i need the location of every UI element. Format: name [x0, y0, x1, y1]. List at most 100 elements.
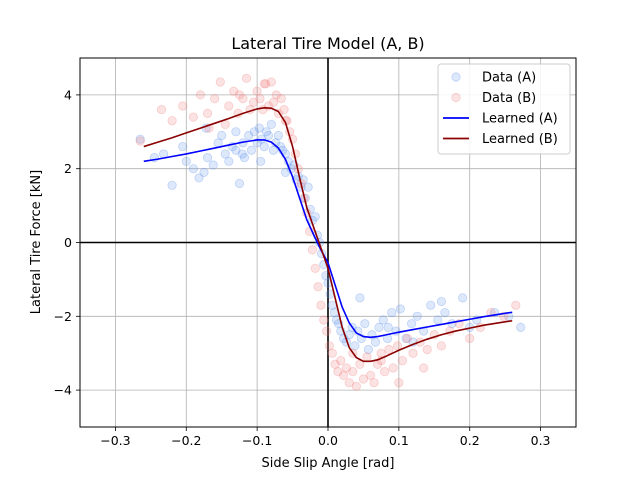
- data-point: [344, 378, 354, 388]
- data-point: [350, 341, 360, 351]
- data-point: [239, 153, 249, 163]
- y-tick-label: 0: [64, 235, 72, 250]
- data-point: [188, 164, 198, 174]
- data-point: [135, 134, 145, 144]
- data-point: [376, 348, 386, 358]
- data-point: [327, 348, 337, 358]
- legend: Data (A) Data (B) Learned (A) Learned (B): [437, 63, 571, 155]
- learned-curve: [143, 139, 513, 339]
- data-point: [402, 333, 412, 344]
- data-point: [249, 127, 259, 137]
- data-point: [135, 136, 145, 146]
- data-point: [220, 149, 230, 159]
- data-point: [395, 304, 405, 314]
- data-point: [313, 282, 323, 292]
- y-tick-label: 4: [64, 87, 72, 102]
- data-point: [238, 93, 248, 104]
- x-tick-label: 0.2: [460, 433, 480, 448]
- data-point: [271, 90, 281, 100]
- data-point: [360, 319, 370, 329]
- data-point: [369, 378, 379, 388]
- y-axis-label: Lateral Tire Force [kN]: [29, 170, 44, 314]
- data-point: [210, 93, 220, 104]
- data-point: [276, 93, 286, 104]
- data-point: [178, 101, 188, 111]
- data-point: [181, 156, 191, 166]
- data-point: [266, 77, 276, 87]
- data-point: [259, 141, 269, 152]
- x-tick-label: −0.2: [171, 433, 201, 448]
- data-point: [254, 123, 264, 133]
- data-point: [273, 130, 283, 141]
- data-point: [167, 116, 177, 126]
- x-tick-label: 0.3: [531, 433, 551, 448]
- axis-ticks: −0.3 −0.2 −0.1 0.0 0.1 0.2 0.3 −4 −2 0 2 4: [54, 87, 551, 448]
- data-point: [246, 145, 257, 155]
- data-point: [217, 130, 227, 141]
- data-point: [202, 108, 213, 118]
- data-point: [316, 300, 326, 310]
- x-tick-label: 0.0: [318, 433, 338, 448]
- data-point: [397, 355, 407, 366]
- data-point: [307, 245, 318, 255]
- data-point: [194, 173, 204, 183]
- data-point: [436, 341, 446, 351]
- data-point: [384, 344, 394, 355]
- data-point: [351, 381, 361, 392]
- data-point: [401, 333, 411, 344]
- legend-box: [437, 63, 571, 155]
- data-point: [394, 378, 404, 388]
- data-point: [362, 352, 372, 362]
- data-point: [392, 341, 403, 351]
- data-point: [419, 363, 429, 373]
- data-point: [310, 263, 320, 273]
- data-point: [333, 367, 343, 377]
- learned-curves: [143, 107, 513, 363]
- data-point: [412, 311, 422, 321]
- data-point: [234, 90, 245, 100]
- legend-marker: [451, 72, 461, 82]
- x-axis-label: Side Slip Angle [rad]: [262, 456, 395, 471]
- data-point: [215, 77, 225, 87]
- x-tick-label: −0.3: [100, 433, 130, 448]
- data-point: [231, 145, 241, 155]
- learned-curve: [143, 107, 513, 363]
- legend-label: Data (A): [482, 71, 536, 86]
- data-point: [252, 86, 262, 96]
- data-point: [436, 296, 446, 307]
- data-point: [355, 293, 365, 303]
- data-point: [365, 370, 376, 380]
- data-point: [358, 374, 369, 384]
- data-point: [516, 322, 526, 332]
- data-point: [426, 300, 436, 310]
- data-point: [321, 326, 332, 336]
- data-point: [324, 341, 335, 351]
- data-point: [231, 127, 241, 137]
- data-point: [224, 156, 234, 166]
- data-point: [363, 344, 373, 355]
- data-point: [241, 73, 252, 83]
- data-point: [256, 156, 266, 166]
- data-point: [422, 344, 432, 355]
- data-point: [383, 322, 393, 332]
- x-tick-label: 0.1: [389, 433, 409, 448]
- data-point: [249, 97, 259, 107]
- data-point: [330, 359, 340, 369]
- data-point: [255, 93, 265, 104]
- zero-lines: [80, 58, 576, 427]
- data-point: [244, 130, 254, 141]
- data-point: [261, 79, 271, 89]
- data-point: [268, 145, 279, 155]
- data-point: [511, 300, 521, 310]
- data-point: [195, 90, 206, 100]
- data-point: [268, 97, 279, 107]
- legend-label: Learned (B): [482, 132, 558, 147]
- x-tick-label: −0.1: [242, 433, 272, 448]
- data-point: [336, 355, 346, 366]
- data-point: [280, 167, 291, 177]
- data-point: [263, 130, 274, 141]
- data-point: [279, 105, 289, 115]
- data-point: [167, 180, 177, 190]
- data-point: [388, 363, 398, 373]
